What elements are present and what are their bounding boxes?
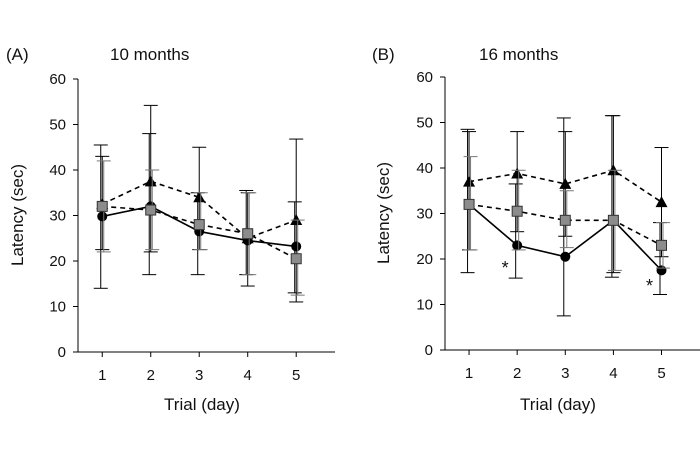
series-triangle	[462, 115, 669, 274]
panel-b-annotations: **	[502, 258, 653, 296]
data-point-triangle	[144, 175, 157, 187]
data-point-triangle	[655, 196, 668, 208]
y-tick-label: 10	[49, 299, 66, 316]
series-triangle	[95, 104, 304, 303]
series-square	[96, 160, 305, 296]
data-point-triangle	[463, 175, 476, 187]
x-tick-label: 3	[561, 365, 569, 382]
panel-b-axes	[440, 76, 700, 355]
series-square	[463, 156, 671, 271]
panel-b-series	[460, 115, 671, 317]
y-tick-label: 30	[416, 206, 433, 223]
x-tick-label: 4	[609, 365, 617, 382]
x-tick-label: 2	[147, 367, 155, 384]
data-point-triangle	[511, 167, 524, 179]
series-circle	[93, 133, 302, 294]
data-point-square	[193, 219, 205, 231]
data-point-circle	[656, 265, 667, 276]
y-tick-label: 0	[425, 342, 433, 359]
panel-a-x-tick-labels: 1 2 3 4 5	[98, 367, 300, 384]
data-point-square	[96, 200, 108, 212]
panel-a-y-axis-title: Latency (sec)	[8, 164, 27, 266]
y-tick-label: 50	[416, 115, 433, 132]
x-tick-label: 1	[98, 367, 106, 384]
significance-marker: *	[646, 276, 653, 296]
panel-a-axes	[73, 78, 335, 357]
data-point-circle	[512, 240, 523, 251]
x-tick-label: 5	[292, 367, 300, 384]
x-tick-label: 2	[513, 365, 521, 382]
panel-a-series	[93, 104, 305, 303]
panel-a-label: (A)	[6, 45, 29, 64]
y-tick-label: 40	[416, 160, 433, 177]
data-point-triangle	[193, 191, 206, 203]
y-tick-label: 10	[416, 297, 433, 314]
y-tick-label: 20	[416, 251, 433, 268]
significance-marker: *	[502, 258, 509, 278]
data-point-square	[290, 253, 302, 265]
x-tick-label: 1	[465, 365, 473, 382]
x-tick-label: 3	[195, 367, 203, 384]
data-point-square	[511, 205, 523, 217]
panel-a-title: 10 months	[110, 45, 189, 64]
y-tick-label: 40	[49, 162, 66, 179]
data-point-square	[559, 214, 571, 226]
y-tick-label: 60	[49, 71, 66, 88]
data-point-square	[656, 239, 668, 251]
panel-a-x-axis-title: Trial (day)	[164, 395, 240, 414]
panel-b-y-axis-title: Latency (sec)	[374, 162, 393, 264]
y-tick-label: 0	[58, 344, 66, 361]
x-tick-label: 5	[657, 365, 665, 382]
y-tick-label: 50	[49, 117, 66, 134]
data-point-triangle	[559, 177, 572, 189]
data-point-square	[242, 228, 254, 240]
y-tick-label: 20	[49, 253, 66, 270]
data-point-square	[463, 198, 475, 210]
panel-b-label: (B)	[372, 45, 395, 64]
panel-b-y-tick-labels: 0 10 20 30 40 50 60	[416, 69, 433, 359]
y-tick-label: 30	[49, 208, 66, 225]
panel-a: (A) 10 months Latency (sec) Trial (day) …	[6, 45, 335, 414]
x-tick-label: 4	[244, 367, 252, 384]
panel-b-x-axis-title: Trial (day)	[520, 395, 596, 414]
data-point-square	[607, 214, 619, 226]
series-line	[468, 203, 662, 247]
panel-a-y-tick-labels: 0 10 20 30 40 50 60	[49, 71, 66, 361]
data-point-square	[145, 204, 157, 216]
panel-b-x-tick-labels: 1 2 3 4 5	[465, 365, 666, 382]
y-tick-label: 60	[416, 69, 433, 86]
data-point-circle	[560, 251, 571, 262]
panel-b: (B) 16 months Latency (sec) Trial (day) …	[372, 45, 700, 414]
panel-b-title: 16 months	[479, 45, 558, 64]
